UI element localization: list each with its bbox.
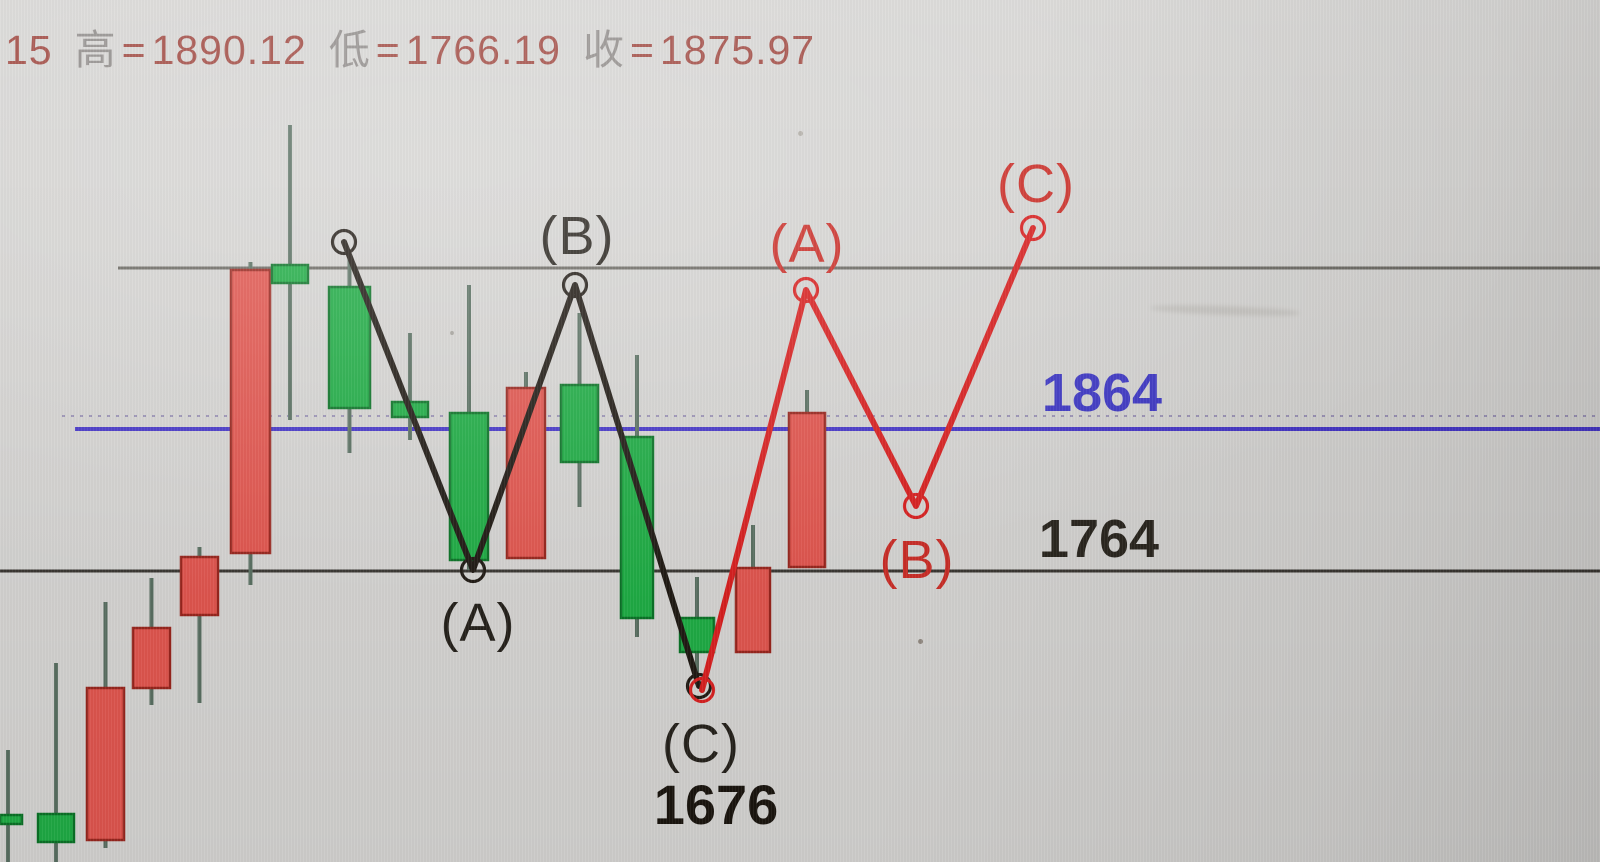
black-abc-zigzag-vertex[interactable]	[330, 228, 358, 256]
candle-down	[131, 626, 172, 690]
candle-up	[559, 383, 600, 464]
black-abc-zigzag-vertex[interactable]	[685, 672, 713, 700]
candle-down	[229, 268, 272, 555]
red-abc-zigzag-vertex[interactable]	[688, 676, 716, 704]
candle-up	[0, 813, 24, 826]
red-abc-zigzag[interactable]	[699, 225, 1036, 693]
red-abc-zigzag-vertex[interactable]	[1019, 214, 1047, 242]
black-abc-zigzag-vertex[interactable]	[459, 556, 487, 584]
candle-down	[787, 411, 827, 569]
candle-up	[327, 285, 372, 410]
candle-up	[270, 263, 310, 285]
black-abc-zigzag[interactable]	[341, 239, 702, 689]
candle-up	[36, 812, 76, 844]
candle-down	[85, 686, 126, 842]
red-abc-zigzag-vertex[interactable]	[902, 492, 930, 520]
black-abc-zigzag-vertex[interactable]	[561, 271, 589, 299]
candle-down	[179, 555, 220, 617]
red-abc-zigzag-vertex[interactable]	[792, 276, 820, 304]
candle-down	[734, 566, 772, 654]
